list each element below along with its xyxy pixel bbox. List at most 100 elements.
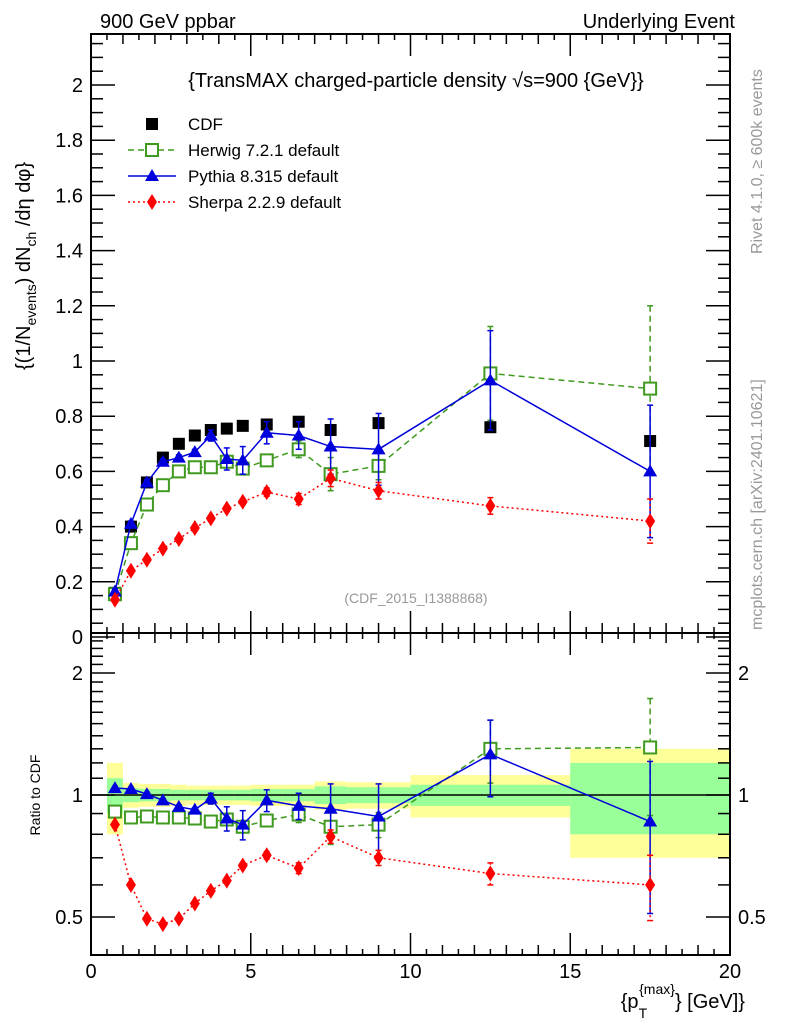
ratio-point: [187, 802, 202, 815]
legend-label: Sherpa 2.2.9 default: [188, 193, 341, 212]
x-axis-label: {pT{max}} [GeV]}: [621, 981, 746, 1021]
x-tick-label: 15: [559, 961, 581, 983]
data-point: [123, 516, 138, 529]
analysis-id-label: (CDF_2015_I1388868): [344, 590, 487, 606]
ratio-y-tick-label-right: 0.5: [738, 907, 766, 929]
ratio-point: [141, 910, 152, 927]
ratio-point: [219, 811, 234, 824]
data-point: [171, 450, 186, 463]
ratio-point: [291, 798, 306, 811]
ratio-y-tick-label: 1: [72, 785, 83, 807]
data-point: [220, 422, 233, 435]
data-point: [139, 475, 154, 488]
chart-title: {TransMAX charged-particle density √s=90…: [188, 70, 644, 92]
ratio-point: [171, 799, 186, 812]
data-point: [643, 464, 658, 477]
legend: CDF Herwig 7.2.1 default Pythia 8.315 defa…: [128, 115, 341, 212]
ratio-y-tick-label: 2: [72, 663, 83, 685]
lower-panel-bands: [91, 748, 730, 858]
y-tick-label: 0: [72, 627, 83, 649]
legend-label: CDF: [188, 115, 223, 134]
header-right-label: Underlying Event: [583, 11, 736, 33]
data-point: [373, 482, 384, 499]
data-point: [221, 500, 232, 517]
data-point: [293, 491, 304, 507]
data-point: [171, 464, 186, 479]
data-point: [236, 419, 249, 432]
data-point: [259, 425, 274, 438]
data-point: [291, 428, 306, 441]
ratio-point: [323, 801, 338, 814]
upper-y-axis-label-text: {(1/Nevents) dNch /dη dφ}: [13, 162, 39, 370]
data-point: [643, 381, 658, 396]
ratio-point: [157, 916, 168, 933]
data-point: [259, 453, 274, 468]
upper-panel-marks: [107, 305, 658, 608]
y-tick-label: 1.8: [55, 130, 83, 152]
x-tick-label: 20: [719, 961, 741, 983]
data-point: [189, 519, 200, 536]
data-point: [203, 460, 218, 475]
ratio-point: [237, 857, 248, 874]
y-tick-label: 1: [72, 351, 83, 373]
data-point: [203, 428, 218, 441]
ratio-point: [203, 814, 218, 829]
y-tick-label: 1.4: [55, 241, 83, 263]
y-tick-label: 2: [72, 75, 83, 97]
ratio-y-tick-label: 0.5: [55, 907, 83, 929]
ratio-y-tick-label-right: 2: [738, 663, 749, 685]
ratio-point: [155, 793, 170, 806]
ratio-point: [107, 781, 122, 794]
ratio-point: [485, 865, 496, 882]
x-tick-label: 10: [399, 961, 421, 983]
data-point: [123, 536, 138, 551]
ratio-point: [221, 872, 232, 889]
lower-y-axis-label: Ratio to CDF: [27, 755, 43, 836]
data-point: [109, 591, 120, 608]
data-point: [107, 584, 122, 597]
ratio-point: [483, 747, 498, 760]
data-point: [261, 484, 272, 501]
y-tick-label: 0.2: [55, 572, 83, 594]
ratio-point: [125, 876, 136, 893]
ratio-point: [107, 804, 122, 819]
data-point: [325, 470, 336, 487]
data-point: [173, 531, 184, 548]
lower-panel-marks: [107, 697, 658, 933]
data-point: [155, 454, 170, 467]
data-point: [155, 478, 170, 493]
ratio-point: [235, 817, 250, 830]
upper-frame: [90, 33, 731, 634]
ratio-point: [373, 849, 384, 866]
ratio-point: [643, 814, 658, 827]
ratio-point: [139, 809, 154, 824]
data-point: [187, 460, 202, 475]
x-axis-label-text: {pT{max}} [GeV]}: [621, 981, 746, 1021]
x-tick-label: 5: [245, 961, 256, 983]
data-point: [157, 540, 168, 557]
upper-y-axis-label: {(1/Nevents) dNch /dη dφ}: [13, 162, 39, 370]
ratio-point: [259, 813, 274, 828]
ratio-point: [203, 791, 218, 804]
x-tick-label: 0: [85, 961, 96, 983]
ratio-point: [109, 816, 120, 833]
lower-panel-axes: 0.5 0.51 12 20 5 10 15 20: [55, 632, 766, 983]
ratio-point: [173, 910, 184, 927]
data-point: [485, 497, 496, 514]
data-point: [483, 373, 498, 386]
ratio-point: [645, 876, 656, 893]
header-left-label: 900 GeV ppbar: [100, 11, 236, 33]
data-point: [188, 429, 201, 442]
ratio-point: [189, 895, 200, 912]
ratio-point: [371, 809, 386, 822]
legend-label: Herwig 7.2.1 default: [188, 141, 339, 160]
legend-label: Pythia 8.315 default: [188, 167, 339, 186]
ratio-point: [643, 740, 658, 755]
ratio-line-2: [114, 824, 651, 925]
data-point: [237, 493, 248, 510]
ratio-point: [293, 860, 304, 877]
ratio-y-tick-label-right: 1: [738, 785, 749, 807]
data-point: [235, 453, 250, 466]
data-point: [187, 445, 202, 458]
